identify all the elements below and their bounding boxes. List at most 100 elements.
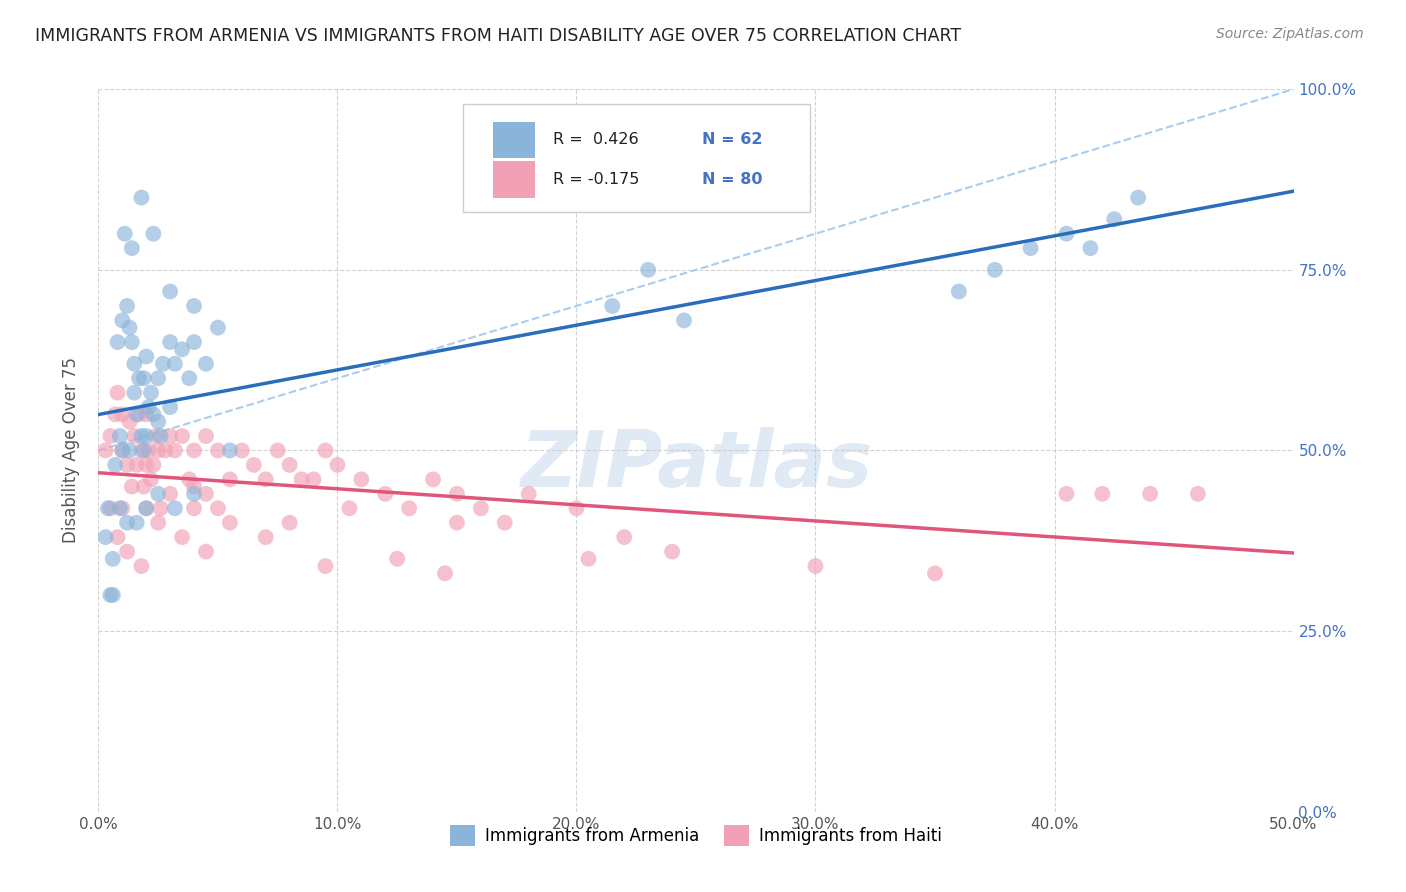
Point	[1128, 191, 1150, 205]
Point	[948, 285, 970, 299]
Point	[149, 429, 172, 443]
Point	[124, 385, 146, 400]
Point	[142, 458, 165, 472]
Point	[315, 443, 337, 458]
Point	[163, 443, 186, 458]
Point	[111, 443, 134, 458]
Point	[131, 191, 153, 205]
Point	[115, 458, 138, 472]
Point	[128, 407, 150, 421]
Point	[195, 487, 218, 501]
Point	[163, 357, 186, 371]
Point	[804, 559, 827, 574]
Point	[98, 501, 122, 516]
Point	[385, 551, 409, 566]
Point	[159, 334, 181, 349]
Point	[661, 544, 683, 558]
Point	[125, 516, 148, 530]
Point	[135, 429, 157, 443]
Point	[152, 357, 174, 371]
Point	[207, 320, 229, 334]
Point	[183, 501, 205, 516]
Point	[179, 472, 201, 486]
Point	[517, 487, 540, 501]
Point	[148, 371, 170, 385]
Point	[111, 407, 134, 421]
Point	[98, 429, 122, 443]
Point	[121, 241, 143, 255]
Text: Source: ZipAtlas.com: Source: ZipAtlas.com	[1216, 27, 1364, 41]
Point	[315, 559, 337, 574]
Point	[139, 385, 162, 400]
Point	[115, 299, 138, 313]
Point	[135, 501, 157, 516]
Point	[121, 480, 143, 494]
Text: R = -0.175: R = -0.175	[553, 172, 638, 187]
Point	[207, 443, 229, 458]
Point	[291, 472, 314, 486]
Point	[148, 443, 170, 458]
Point	[135, 407, 157, 421]
Point	[195, 357, 218, 371]
Point	[163, 501, 186, 516]
Point	[1080, 241, 1102, 255]
Point	[149, 501, 172, 516]
Point	[159, 487, 181, 501]
Text: IMMIGRANTS FROM ARMENIA VS IMMIGRANTS FROM HAITI DISABILITY AGE OVER 75 CORRELAT: IMMIGRANTS FROM ARMENIA VS IMMIGRANTS FR…	[35, 27, 962, 45]
Point	[1056, 227, 1078, 241]
Point	[350, 472, 373, 486]
Point	[422, 472, 444, 486]
Point	[219, 516, 242, 530]
Point	[183, 443, 205, 458]
Point	[124, 357, 146, 371]
Point	[135, 501, 157, 516]
Point	[398, 501, 420, 516]
Text: N = 62: N = 62	[702, 132, 762, 147]
Point	[613, 530, 636, 544]
Point	[148, 516, 170, 530]
Point	[111, 443, 134, 458]
Point	[302, 472, 325, 486]
Point	[132, 443, 155, 458]
Point	[1019, 241, 1042, 255]
Point	[97, 501, 120, 516]
Point	[326, 458, 349, 472]
Point	[1139, 487, 1161, 501]
Point	[125, 407, 148, 421]
Point	[602, 299, 624, 313]
Y-axis label: Disability Age Over 75: Disability Age Over 75	[62, 358, 80, 543]
Point	[118, 320, 141, 334]
Point	[195, 429, 218, 443]
Point	[135, 458, 157, 472]
Point	[172, 530, 194, 544]
FancyBboxPatch shape	[463, 103, 810, 212]
Point	[374, 487, 396, 501]
Point	[148, 415, 170, 429]
Point	[159, 285, 181, 299]
Point	[183, 480, 205, 494]
Point	[138, 443, 160, 458]
Point	[278, 516, 301, 530]
Bar	[494, 161, 534, 198]
Point	[101, 551, 124, 566]
Point	[434, 566, 457, 581]
Point	[243, 458, 266, 472]
Text: R =  0.426: R = 0.426	[553, 132, 638, 147]
Point	[207, 501, 229, 516]
Point	[254, 472, 277, 486]
Point	[142, 407, 165, 421]
Point	[108, 501, 131, 516]
Point	[101, 588, 124, 602]
Point	[565, 501, 588, 516]
Bar	[494, 121, 534, 158]
Point	[231, 443, 253, 458]
Text: ZIPatlas: ZIPatlas	[520, 427, 872, 503]
Point	[172, 343, 194, 357]
Point	[494, 516, 516, 530]
Point	[125, 458, 148, 472]
Point	[118, 415, 141, 429]
Point	[179, 371, 201, 385]
Point	[94, 443, 117, 458]
Point	[111, 501, 134, 516]
Point	[138, 400, 160, 414]
